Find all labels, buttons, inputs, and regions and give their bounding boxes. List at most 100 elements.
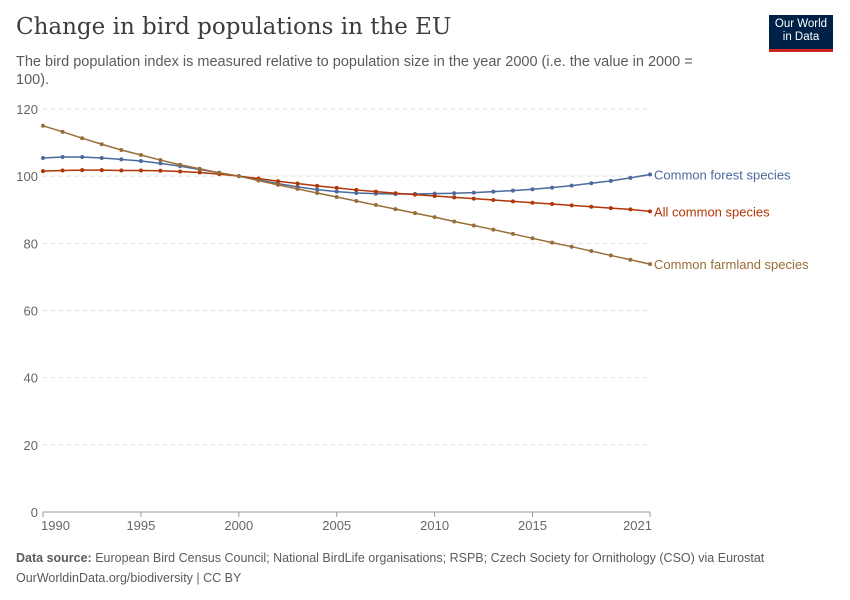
- data-point: [471, 196, 476, 201]
- data-point: [432, 215, 437, 220]
- data-point: [99, 156, 104, 161]
- y-tick-label: 0: [31, 505, 38, 520]
- data-point: [99, 168, 104, 173]
- data-point: [413, 192, 418, 197]
- data-point: [530, 200, 535, 205]
- data-point: [432, 193, 437, 198]
- data-point: [491, 198, 496, 203]
- data-point: [80, 136, 85, 141]
- data-point: [550, 202, 555, 207]
- y-tick-label: 120: [16, 102, 38, 117]
- data-point: [217, 170, 222, 175]
- data-point: [471, 223, 476, 228]
- y-tick-label: 80: [24, 236, 38, 251]
- x-tick-label: 2010: [420, 518, 449, 533]
- data-point: [158, 161, 163, 166]
- data-point: [648, 172, 652, 177]
- data-point: [373, 189, 378, 194]
- series-label: All common species: [654, 204, 770, 219]
- data-point: [275, 182, 280, 187]
- y-tick-label: 20: [24, 438, 38, 453]
- data-point: [334, 189, 339, 194]
- data-point: [608, 178, 613, 183]
- data-point: [80, 155, 85, 160]
- data-point: [510, 231, 515, 236]
- series-label: Common farmland species: [654, 257, 809, 272]
- data-point: [569, 203, 574, 208]
- data-point: [608, 253, 613, 258]
- data-point: [628, 257, 633, 262]
- data-point: [197, 170, 202, 175]
- data-point: [197, 166, 202, 171]
- data-point: [373, 203, 378, 208]
- data-point: [510, 199, 515, 204]
- series-line: [42, 156, 651, 195]
- data-point: [452, 191, 457, 196]
- data-point: [491, 227, 496, 232]
- data-point: [178, 169, 183, 174]
- data-point: [295, 186, 300, 191]
- data-point: [530, 187, 535, 192]
- x-tick-label: 1990: [41, 518, 70, 533]
- source-text: European Bird Census Council; National B…: [95, 551, 765, 565]
- data-point: [275, 179, 280, 184]
- data-point: [569, 183, 574, 188]
- data-point: [119, 157, 124, 162]
- owid-logo[interactable]: Our World in Data: [769, 15, 833, 52]
- data-point: [452, 219, 457, 224]
- data-point: [569, 244, 574, 249]
- y-tick-label: 40: [24, 371, 38, 386]
- data-point: [138, 159, 143, 164]
- data-point: [315, 187, 320, 192]
- chart-title: Change in bird populations in the EU: [16, 14, 452, 40]
- data-point: [354, 187, 359, 192]
- data-point: [41, 169, 45, 174]
- data-point: [236, 174, 241, 179]
- series-line: [42, 125, 651, 265]
- data-point: [60, 155, 65, 160]
- url-license[interactable]: OurWorldinData.org/biodiversity | CC BY: [16, 571, 242, 585]
- data-point: [608, 206, 613, 211]
- footer: Data source: European Bird Census Counci…: [16, 548, 764, 588]
- data-point: [334, 194, 339, 199]
- data-point: [99, 142, 104, 147]
- data-point: [158, 168, 163, 173]
- data-point: [41, 123, 45, 128]
- source-label: Data source:: [16, 551, 92, 565]
- data-point: [119, 147, 124, 152]
- series-label: Common forest species: [654, 167, 791, 182]
- series-line: [42, 169, 651, 213]
- data-point: [295, 181, 300, 186]
- data-point: [452, 195, 457, 200]
- data-point: [628, 175, 633, 180]
- data-point: [80, 168, 85, 173]
- data-point: [589, 204, 594, 209]
- data-point: [491, 189, 496, 194]
- data-point: [510, 188, 515, 193]
- data-point: [354, 190, 359, 195]
- data-point: [138, 168, 143, 173]
- data-point: [589, 181, 594, 186]
- data-point: [550, 240, 555, 245]
- x-tick-label: 2015: [518, 518, 547, 533]
- data-point: [41, 156, 45, 161]
- data-point: [393, 207, 398, 212]
- data-point: [60, 168, 65, 173]
- x-tick-label: 2005: [322, 518, 351, 533]
- data-point: [530, 236, 535, 241]
- data-point: [550, 185, 555, 190]
- data-point: [138, 153, 143, 158]
- data-point: [256, 178, 261, 183]
- data-point: [648, 209, 652, 214]
- data-point: [315, 190, 320, 195]
- data-point: [589, 249, 594, 254]
- data-point: [413, 211, 418, 216]
- data-point: [119, 168, 124, 173]
- x-tick-label: 2000: [224, 518, 253, 533]
- data-point: [334, 185, 339, 190]
- data-point: [315, 183, 320, 188]
- y-tick-label: 60: [24, 304, 38, 319]
- data-point: [354, 199, 359, 204]
- data-point: [628, 207, 633, 212]
